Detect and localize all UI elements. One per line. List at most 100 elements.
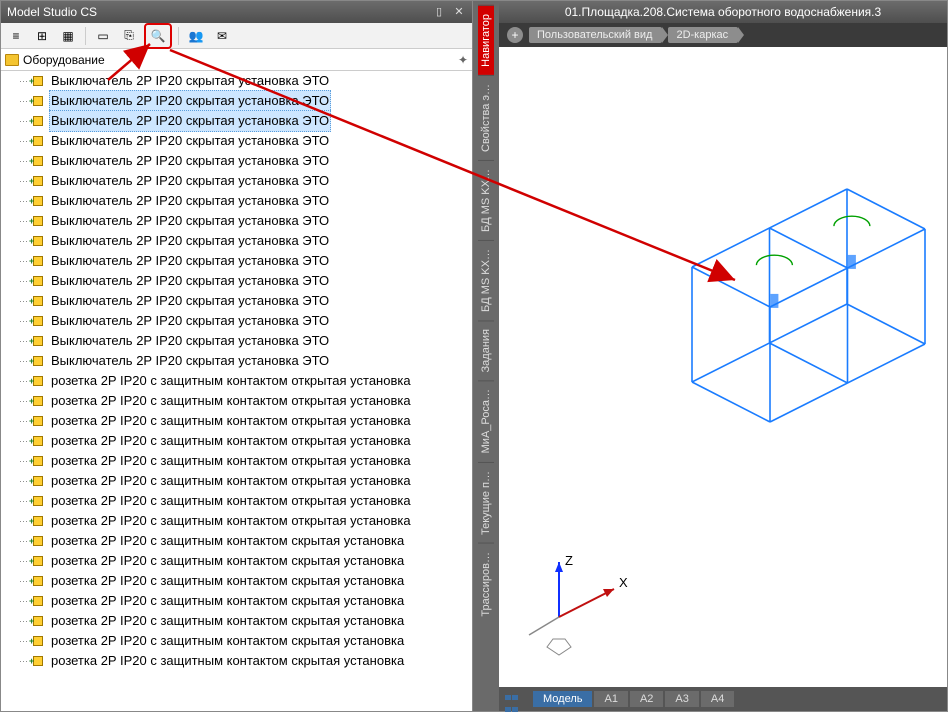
breadcrumb-add[interactable]: + (507, 27, 523, 43)
tree-row[interactable]: ⋯Выключатель 2P IP20 скрытая установка Э… (1, 271, 472, 291)
equipment-tree[interactable]: ⋯ Выключатель 2P IP20 скрытая установка Э… (1, 71, 472, 711)
breadcrumb-chip[interactable]: 2D-каркас (668, 27, 738, 43)
tree-row[interactable]: ⋯розетка 2P IP20 с защитным контактом от… (1, 411, 472, 431)
twist-icon: ⋯ (19, 531, 29, 551)
sidetab-5[interactable]: МиА_Роса… (478, 380, 494, 461)
tree-item-label: Выключатель 2P IP20 скрытая установка ЭТ… (49, 71, 331, 91)
tree-row[interactable]: ⋯розетка 2P IP20 с защитным контактом ск… (1, 591, 472, 611)
layout-tab-model[interactable]: Модель (533, 691, 592, 707)
layout-tab[interactable]: A1 (594, 691, 627, 707)
sidetab-7[interactable]: Трассиров… (478, 543, 494, 625)
tree-row[interactable]: ⋯Выключатель 2P IP20 скрытая установка Э… (1, 311, 472, 331)
tree-item-label: Выключатель 2P IP20 скрытая установка ЭТ… (49, 110, 331, 132)
sidetab-4[interactable]: Задания (478, 320, 494, 380)
item-icon (31, 274, 45, 288)
sidetab-0[interactable]: Навигатор (478, 5, 494, 75)
tree-row[interactable]: ⋯ розетка 2P IP20 с защитным контактом ск… (1, 551, 472, 571)
tree-row[interactable]: ⋯Выключатель 2P IP20 скрытая установка Э… (1, 91, 472, 111)
toolbar-btn-4[interactable]: ▭ (92, 26, 114, 46)
item-icon (31, 234, 45, 248)
tree-item-label: розетка 2P IP20 с защитным контактом скр… (49, 651, 406, 671)
toolbar-btn-9[interactable]: ✉ (211, 26, 233, 46)
layout-tab[interactable]: A4 (701, 691, 734, 707)
tree-row[interactable]: ⋯розетка 2P IP20 с защитным контактом от… (1, 491, 472, 511)
tree-row[interactable]: ⋯розетка 2P IP20 с защитным контактом от… (1, 511, 472, 531)
item-icon (31, 474, 45, 488)
tree-row[interactable]: ⋯розетка 2P IP20 с защитным контактом ск… (1, 611, 472, 631)
right-panel: 01.Площадка.208.Система оборотного водос… (499, 1, 947, 711)
tree-row[interactable]: ⋯Выключатель 2P IP20 скрытая установка Э… (1, 171, 472, 191)
tree-item-label: Выключатель 2P IP20 скрытая установка ЭТ… (49, 211, 331, 231)
tree-row[interactable]: ⋯Выключатель 2P IP20 скрытая установка Э… (1, 231, 472, 251)
twist-icon: ⋯ (19, 451, 29, 471)
twist-icon: ⋯ (19, 571, 29, 591)
toolbar-btn-8[interactable]: 👥 (185, 26, 207, 46)
item-icon (31, 294, 45, 308)
tree-row[interactable]: ⋯розетка 2P IP20 с защитным контактом ск… (1, 631, 472, 651)
item-icon (31, 254, 45, 268)
tree-row[interactable]: ⋯Выключатель 2P IP20 скрытая установка Э… (1, 351, 472, 371)
item-icon (31, 314, 45, 328)
tree-row[interactable]: ⋯ розетка 2P IP20 с защитным контактом ск… (1, 531, 472, 551)
tree-row[interactable]: ⋯розетка 2P IP20 с защитным контактом от… (1, 431, 472, 451)
twist-icon: ⋯ (19, 311, 29, 331)
wand-icon[interactable]: ✦ (458, 53, 468, 67)
breadcrumb-chip[interactable]: Пользовательский вид (529, 27, 662, 43)
tree-row[interactable]: ⋯розетка 2P IP20 с защитным контактом ск… (1, 571, 472, 591)
tree-row[interactable]: ⋯розетка 2P IP20 с защитным контактом от… (1, 391, 472, 411)
toolbar-btn-0[interactable]: ≡ (5, 26, 27, 46)
toolbar-btn-1[interactable]: ⊞ (31, 26, 53, 46)
tree-row[interactable]: ⋯Выключатель 2P IP20 скрытая установка Э… (1, 331, 472, 351)
item-icon (31, 654, 45, 668)
grid-icon[interactable] (505, 692, 521, 706)
twist-icon: ⋯ (19, 171, 29, 191)
tree-row[interactable]: ⋯Выключатель 2P IP20 скрытая установка Э… (1, 191, 472, 211)
tree-row[interactable]: ⋯розетка 2P IP20 с защитным контактом от… (1, 471, 472, 491)
item-icon (31, 534, 45, 548)
tree-item-label: Выключатель 2P IP20 скрытая установка ЭТ… (49, 90, 331, 112)
item-icon (31, 134, 45, 148)
tree-item-label: розетка 2P IP20 с защитным контактом скр… (49, 551, 406, 571)
tree-row[interactable]: ⋯ Выключатель 2P IP20 скрытая установка Э… (1, 111, 472, 131)
tree-item-label: розетка 2P IP20 с защитным контактом отк… (49, 491, 413, 511)
tree-item-label: Выключатель 2P IP20 скрытая установка ЭТ… (49, 251, 331, 271)
twist-icon: ⋯ (19, 231, 29, 251)
layout-tab[interactable]: A2 (630, 691, 663, 707)
tree-row[interactable]: ⋯ розетка 2P IP20 с защитным контактом от… (1, 371, 472, 391)
tree-row[interactable]: ⋯Выключатель 2P IP20 скрытая установка Э… (1, 251, 472, 271)
toolbar-btn-2[interactable]: ▦ (57, 26, 79, 46)
tree-row[interactable]: ⋯Выключатель 2P IP20 скрытая установка Э… (1, 291, 472, 311)
item-icon (31, 434, 45, 448)
tree-item-label: Выключатель 2P IP20 скрытая установка ЭТ… (49, 191, 331, 211)
tree-row[interactable]: ⋯Выключатель 2P IP20 скрытая установка Э… (1, 151, 472, 171)
twist-icon: ⋯ (19, 131, 29, 151)
sidetab-3[interactable]: БД MS KX… (478, 240, 494, 320)
toolbar-btn-6[interactable]: 🔍 (147, 26, 169, 46)
sidetab-2[interactable]: БД MS KX… (478, 160, 494, 240)
tree-item-label: Выключатель 2P IP20 скрытая установка ЭТ… (49, 131, 331, 151)
tree-row[interactable]: ⋯розетка 2P IP20 с защитным контактом от… (1, 451, 472, 471)
twist-icon: ⋯ (19, 111, 29, 131)
tree-item-label: розетка 2P IP20 с защитным контактом отк… (49, 371, 413, 391)
tree-item-label: Выключатель 2P IP20 скрытая установка ЭТ… (49, 331, 331, 351)
close-icon[interactable]: ✕ (452, 5, 466, 19)
layout-tab[interactable]: A3 (665, 691, 698, 707)
tree-item-label: розетка 2P IP20 с защитным контактом скр… (49, 531, 406, 551)
item-icon (31, 454, 45, 468)
tree-row[interactable]: ⋯Выключатель 2P IP20 скрытая установка Э… (1, 71, 472, 91)
folder-icon (5, 54, 19, 66)
tree-row[interactable]: ⋯Выключатель 2P IP20 скрытая установка Э… (1, 211, 472, 231)
twist-icon: ⋯ (19, 371, 29, 391)
twist-icon: ⋯ (19, 591, 29, 611)
viewport-3d[interactable]: Z X (499, 47, 947, 687)
sidetab-1[interactable]: Свойства э… (478, 75, 494, 160)
pin-icon[interactable]: ▯ (432, 5, 446, 19)
twist-icon: ⋯ (19, 611, 29, 631)
toolbar-btn-5[interactable]: ⎘ (118, 26, 140, 46)
tree-row[interactable]: ⋯розетка 2P IP20 с защитным контактом ск… (1, 651, 472, 671)
twist-icon: ⋯ (19, 551, 29, 571)
app-root: Model Studio CS ▯ ✕ ≡⊞▦▭⎘🔍👥✉ Оборудовани… (0, 0, 948, 712)
sidetab-6[interactable]: Текущие п… (478, 462, 494, 543)
tree-row[interactable]: ⋯ Выключатель 2P IP20 скрытая установка Э… (1, 131, 472, 151)
tree-item-label: Выключатель 2P IP20 скрытая установка ЭТ… (49, 351, 331, 371)
